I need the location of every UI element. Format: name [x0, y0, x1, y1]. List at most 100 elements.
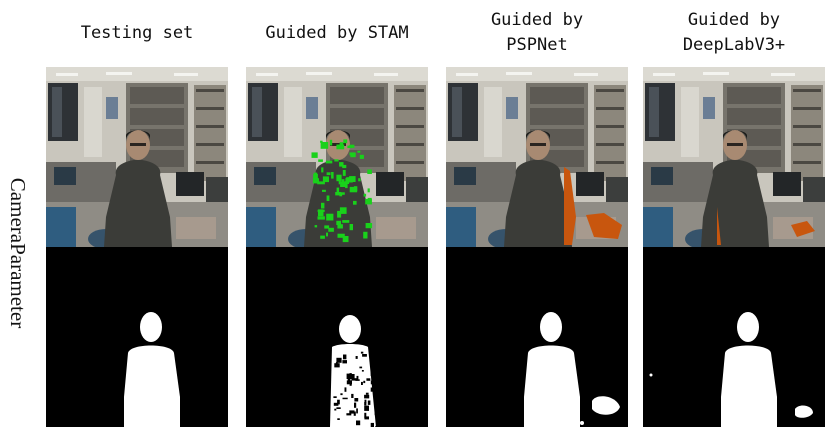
- stam-overlay-patch: [331, 172, 334, 179]
- column-guided-by-deeplabv3plus: Guided by DeepLabV3+: [643, 0, 825, 437]
- mask-hole: [333, 402, 339, 406]
- stam-overlay-patch: [349, 186, 358, 193]
- person-glasses: [130, 143, 146, 146]
- stam-overlay-patch: [363, 193, 367, 197]
- mask-hole: [346, 373, 351, 379]
- poster: [703, 97, 715, 119]
- mask-hole: [375, 418, 379, 421]
- stam-overlay-patch: [321, 167, 324, 173]
- stam-overlay-patch: [363, 231, 368, 239]
- stam-overlay-patch: [326, 232, 328, 237]
- mask-hole: [372, 361, 378, 363]
- stam-overlay-patch: [337, 233, 345, 238]
- cabinet-shelf: [727, 87, 781, 104]
- mask-hole: [370, 387, 376, 392]
- cabinet-shelf: [330, 108, 384, 125]
- stam-overlay-patch: [340, 181, 348, 187]
- deeplab-overlay-desk: [791, 221, 815, 237]
- scene-photo-with-stam-overlay: [246, 67, 428, 247]
- mask-hole: [334, 363, 340, 368]
- stam-overlay-patch: [339, 142, 344, 147]
- mask-hole: [360, 351, 364, 354]
- stam-overlay-patch: [343, 139, 348, 144]
- stam-overlay-patch: [322, 176, 329, 183]
- stam-overlay-patch: [325, 160, 333, 164]
- mask-body: [721, 345, 777, 427]
- shelf-line: [596, 107, 624, 110]
- ceiling-light: [56, 73, 78, 76]
- mask-hole: [364, 412, 367, 418]
- mask-hole: [346, 380, 352, 385]
- stam-overlay-patch: [337, 210, 342, 218]
- mask-hole: [375, 395, 379, 398]
- monitor-right: [773, 172, 801, 196]
- monitor-left: [651, 167, 673, 185]
- shelf-line: [793, 125, 821, 128]
- mask-hole: [364, 402, 367, 406]
- mask-hole: [370, 380, 377, 385]
- mask-head: [737, 312, 759, 342]
- mask-false-positive: [795, 405, 813, 418]
- mask-hole: [349, 373, 352, 378]
- mask-hole: [342, 360, 347, 364]
- mask-hole: [361, 370, 364, 372]
- segmentation-mask: [246, 247, 428, 427]
- door: [681, 87, 699, 157]
- person-body: [104, 160, 172, 247]
- mask-hole: [374, 412, 379, 416]
- mask-head: [339, 315, 361, 343]
- stam-overlay-patch: [318, 159, 323, 162]
- door: [84, 87, 102, 157]
- window-pane: [649, 87, 659, 137]
- window-pane: [452, 87, 462, 137]
- mask-hole: [354, 398, 359, 402]
- mask-hole: [355, 379, 360, 381]
- mask-hole: [356, 420, 361, 426]
- ceiling: [446, 67, 628, 81]
- mask-hole: [353, 411, 356, 416]
- stam-overlay-patch: [358, 178, 361, 182]
- stam-overlay-patch: [337, 224, 343, 229]
- column-guided-by-stam: Guided by STAM: [246, 0, 428, 437]
- ceiling-light: [256, 73, 278, 76]
- poster: [106, 97, 118, 119]
- stam-overlay-patch: [349, 224, 353, 231]
- mask-hole: [375, 356, 380, 359]
- mask-hole: [354, 402, 357, 408]
- shelf-line: [396, 143, 424, 146]
- shelf-line: [196, 143, 224, 146]
- mask-hole: [337, 399, 340, 405]
- shelf-line: [596, 125, 624, 128]
- mask-hole: [344, 387, 347, 392]
- stam-overlay-patch: [349, 176, 356, 182]
- stam-overlay-patch: [342, 164, 347, 169]
- deeplab-overlay-edge: [717, 207, 721, 245]
- right-shelf: [594, 85, 626, 181]
- shelf-line: [396, 125, 424, 128]
- pspnet-overlay-desk: [586, 213, 622, 239]
- mask-hole: [364, 416, 369, 420]
- shelf-line: [196, 125, 224, 128]
- stam-overlay-patch: [367, 197, 372, 202]
- right-shelf: [194, 85, 226, 181]
- ceiling: [46, 67, 228, 81]
- mask-hole: [356, 375, 359, 380]
- mask-hole: [333, 396, 337, 398]
- column-title: Guided by PSPNet: [490, 10, 584, 55]
- mask-hole: [347, 377, 351, 381]
- monitor-left: [454, 167, 476, 185]
- person-glasses: [727, 143, 743, 146]
- cabinet-shelf: [530, 87, 584, 104]
- stam-overlay-patch: [336, 144, 345, 150]
- shelf-line: [196, 161, 224, 164]
- door: [484, 87, 502, 157]
- stam-overlay-patch: [324, 225, 330, 229]
- blue-chair: [246, 207, 276, 247]
- stam-overlay-patch: [314, 225, 318, 228]
- mask-hole: [363, 380, 366, 384]
- pspnet-overlay-edge: [564, 167, 576, 245]
- shelf-line: [793, 107, 821, 110]
- mask-hole: [340, 393, 343, 396]
- mask-hole: [370, 422, 374, 427]
- stam-overlay-patch: [317, 216, 325, 220]
